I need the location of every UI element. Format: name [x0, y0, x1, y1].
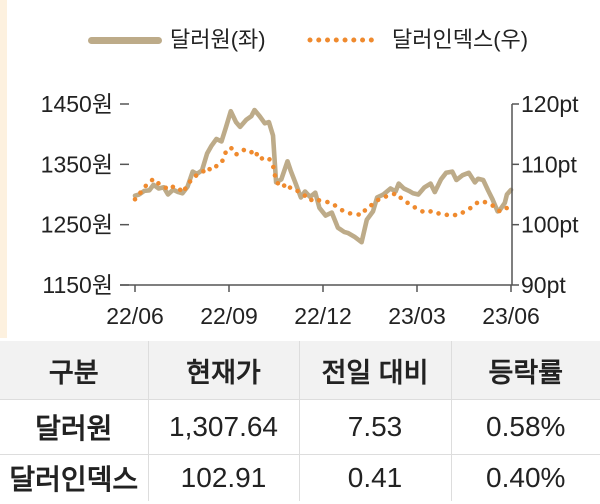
- header-change: 전일 대비: [298, 341, 451, 400]
- left-y-tick-label: 1450원: [41, 91, 113, 117]
- series-line-dollar-won: [132, 107, 514, 245]
- left-accent-strip: [0, 0, 7, 338]
- row-label-dollar-won: 달러원: [0, 399, 148, 455]
- change-rate-cell: 0.58%: [450, 399, 600, 455]
- header-current-price: 현재가: [147, 341, 299, 400]
- change-rate-cell: 0.40%: [450, 454, 600, 501]
- table-header-row: 구분 현재가 전일 대비 등락률: [0, 341, 600, 400]
- series-line-dollar-index: [132, 145, 514, 218]
- change-cell: 7.53: [298, 399, 451, 455]
- x-tick-label: 23/03: [388, 303, 446, 329]
- change-cell: 0.41: [298, 454, 451, 501]
- x-tick-label: 23/06: [482, 303, 540, 329]
- left-y-tick-label: 1350원: [41, 151, 113, 177]
- left-y-tick-label: 1250원: [41, 212, 113, 238]
- legend-swatch-dollar-index: [307, 37, 383, 43]
- header-change-rate: 등락률: [450, 341, 600, 400]
- right-y-tick-label: 90pt: [521, 272, 566, 298]
- table-row: 달러인덱스 102.91 0.41 0.40%: [0, 454, 600, 501]
- left-y-tick-label: 1150원: [42, 272, 113, 298]
- x-tick-label: 22/06: [106, 303, 164, 329]
- x-tick-label: 22/12: [294, 303, 352, 329]
- right-y-tick-label: 110pt: [521, 151, 577, 177]
- row-label-dollar-index: 달러인덱스: [0, 454, 148, 501]
- legend-label-dollar-won: 달러원(좌): [170, 27, 266, 52]
- quote-table: 구분 현재가 전일 대비 등락률 달러원 1,307.64 7.53 0.58%…: [0, 341, 600, 501]
- dual-axis-line-chart: 1450원 1350원 1250원 1150원 120pt 110pt 100pt 90pt 2…: [41, 91, 579, 329]
- right-y-tick-label: 100pt: [521, 212, 579, 238]
- table-row: 달러원 1,307.64 7.53 0.58%: [0, 399, 600, 455]
- header-category: 구분: [0, 341, 148, 400]
- x-tick-label: 22/09: [200, 303, 258, 329]
- legend-swatch-dollar-won: [88, 37, 162, 44]
- right-y-tick-label: 120pt: [521, 91, 579, 117]
- current-price-cell: 1,307.64: [147, 399, 299, 455]
- legend-label-dollar-index: 달러인덱스(우): [392, 27, 529, 52]
- current-price-cell: 102.91: [147, 454, 299, 501]
